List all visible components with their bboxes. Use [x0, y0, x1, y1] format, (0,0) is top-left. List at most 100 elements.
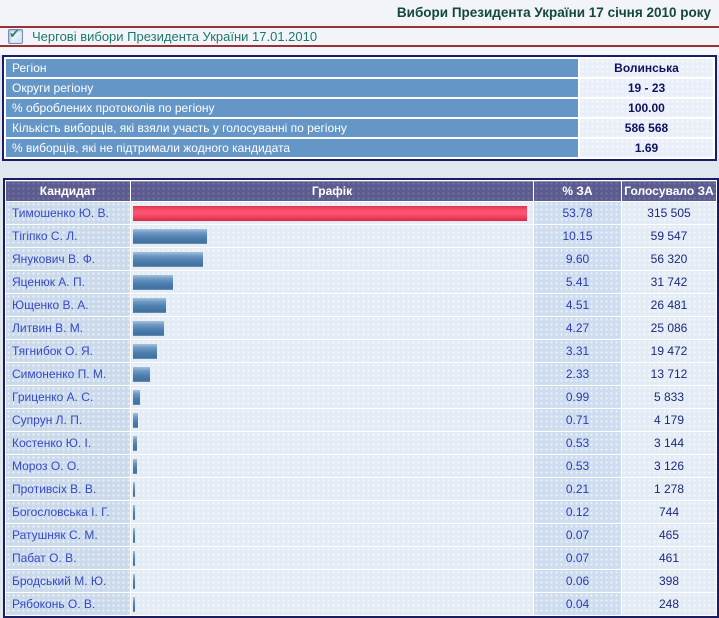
candidate-percent: 0.21: [534, 478, 621, 500]
candidate-graph-cell: [131, 225, 533, 247]
candidate-name: Бродський М. Ю.: [6, 570, 130, 592]
candidate-votes: 1 278: [622, 478, 716, 500]
candidate-percent: 0.04: [534, 593, 621, 615]
candidate-votes: 398: [622, 570, 716, 592]
vote-bar: [133, 320, 165, 336]
section-gap: [0, 161, 719, 178]
candidate-name: Мороз О. О.: [6, 455, 130, 477]
column-header-graph: Графік: [131, 181, 533, 201]
candidate-percent: 0.71: [534, 409, 621, 431]
region-summary-row: % виборців, які не підтримали жодного ка…: [6, 139, 713, 157]
vote-bar: [133, 251, 204, 267]
candidate-graph-cell: [131, 547, 533, 569]
candidate-votes: 4 179: [622, 409, 716, 431]
candidate-name: Гриценко А. С.: [6, 386, 130, 408]
candidate-row: Тимошенко Ю. В. 53.78 315 505: [6, 202, 716, 224]
candidate-percent: 4.51: [534, 294, 621, 316]
candidate-row: Яценюк А. П. 5.41 31 742: [6, 271, 716, 293]
candidate-row: Ющенко В. А. 4.51 26 481: [6, 294, 716, 316]
candidate-graph-cell: [131, 570, 533, 592]
region-summary-row: Кількість виборців, які взяли участь у г…: [6, 119, 713, 137]
candidate-votes: 465: [622, 524, 716, 546]
candidate-row: Богословська І. Г. 0.12 744: [6, 501, 716, 523]
candidate-percent: 0.99: [534, 386, 621, 408]
region-row-value: 1.69: [580, 139, 713, 157]
candidate-row: Тягнибок О. Я. 3.31 19 472: [6, 340, 716, 362]
region-summary-row: % оброблених протоколів по регіону 100.0…: [6, 99, 713, 117]
candidate-name: Костенко Ю. І.: [6, 432, 130, 454]
candidate-name: Богословська І. Г.: [6, 501, 130, 523]
candidate-name: Яценюк А. П.: [6, 271, 130, 293]
candidate-row: Пабат О. В. 0.07 461: [6, 547, 716, 569]
page-header: Вибори Президента України 17 січня 2010 …: [0, 0, 719, 28]
vote-bar: [133, 573, 135, 589]
candidate-votes: 744: [622, 501, 716, 523]
vote-bar: [133, 481, 135, 497]
candidate-graph-cell: [131, 432, 533, 454]
column-header-candidate: Кандидат: [6, 181, 130, 201]
vote-bar: [133, 412, 139, 428]
region-summary-table: Регіон Волинська Округи регіону 19 - 23 …: [2, 55, 717, 161]
candidate-row: Янукович В. Ф. 9.60 56 320: [6, 248, 716, 270]
candidate-name: Противсіх В. В.: [6, 478, 130, 500]
region-summary-row: Регіон Волинська: [6, 59, 713, 77]
candidate-votes: 3 126: [622, 455, 716, 477]
candidate-percent: 0.53: [534, 455, 621, 477]
candidate-percent: 9.60: [534, 248, 621, 270]
candidate-percent: 0.07: [534, 524, 621, 546]
candidate-votes: 56 320: [622, 248, 716, 270]
candidate-graph-cell: [131, 271, 533, 293]
candidate-votes: 26 481: [622, 294, 716, 316]
candidate-votes: 5 833: [622, 386, 716, 408]
candidate-percent: 5.41: [534, 271, 621, 293]
candidate-name: Симоненко П. М.: [6, 363, 130, 385]
election-selector-bar: ✔ Чергові вибори Президента України 17.0…: [0, 26, 719, 47]
column-header-percent: % ЗА: [534, 181, 621, 201]
candidate-row: Литвин В. М. 4.27 25 086: [6, 317, 716, 339]
candidate-graph-cell: [131, 363, 533, 385]
candidate-name: Ратушняк С. М.: [6, 524, 130, 546]
candidate-row: Противсіх В. В. 0.21 1 278: [6, 478, 716, 500]
candidate-name: Литвин В. М.: [6, 317, 130, 339]
region-row-label: Кількість виборців, які взяли участь у г…: [6, 119, 578, 137]
divider: [0, 47, 719, 55]
vote-bar: [133, 228, 208, 244]
checkbox-checked-icon[interactable]: ✔: [8, 26, 23, 44]
candidate-votes: 59 547: [622, 225, 716, 247]
region-row-value: Волинська: [580, 59, 713, 77]
candidate-percent: 3.31: [534, 340, 621, 362]
candidate-percent: 0.07: [534, 547, 621, 569]
candidate-graph-cell: [131, 501, 533, 523]
vote-bar: [133, 550, 135, 566]
candidate-graph-cell: [131, 317, 533, 339]
candidate-graph-cell: [131, 409, 533, 431]
candidate-name: Тігіпко С. Л.: [6, 225, 130, 247]
candidate-name: Пабат О. В.: [6, 547, 130, 569]
candidate-name: Тимошенко Ю. В.: [6, 202, 130, 224]
candidate-name: Тягнибок О. Я.: [6, 340, 130, 362]
region-row-label: % оброблених протоколів по регіону: [6, 99, 578, 117]
candidate-percent: 0.12: [534, 501, 621, 523]
candidate-graph-cell: [131, 340, 533, 362]
region-row-label: % виборців, які не підтримали жодного ка…: [6, 139, 578, 157]
candidate-row: Бродський М. Ю. 0.06 398: [6, 570, 716, 592]
candidate-row: Супрун Л. П. 0.71 4 179: [6, 409, 716, 431]
vote-bar: [133, 504, 135, 520]
candidate-row: Рябоконь О. В. 0.04 248: [6, 593, 716, 615]
candidate-percent: 0.06: [534, 570, 621, 592]
candidate-votes: 25 086: [622, 317, 716, 339]
vote-bar: [133, 458, 137, 474]
candidate-row: Тігіпко С. Л. 10.15 59 547: [6, 225, 716, 247]
region-row-value: 100.00: [580, 99, 713, 117]
candidate-name: Ющенко В. А.: [6, 294, 130, 316]
region-summary-row: Округи регіону 19 - 23: [6, 79, 713, 97]
candidate-graph-cell: [131, 455, 533, 477]
candidate-votes: 248: [622, 593, 716, 615]
region-row-label: Округи регіону: [6, 79, 578, 97]
vote-bar: [133, 366, 151, 382]
vote-bar: [133, 274, 173, 290]
election-checkbox-label: Чергові вибори Президента України 17.01.…: [32, 29, 318, 44]
candidate-row: Гриценко А. С. 0.99 5 833: [6, 386, 716, 408]
candidate-graph-cell: [131, 202, 533, 224]
candidate-name: Супрун Л. П.: [6, 409, 130, 431]
